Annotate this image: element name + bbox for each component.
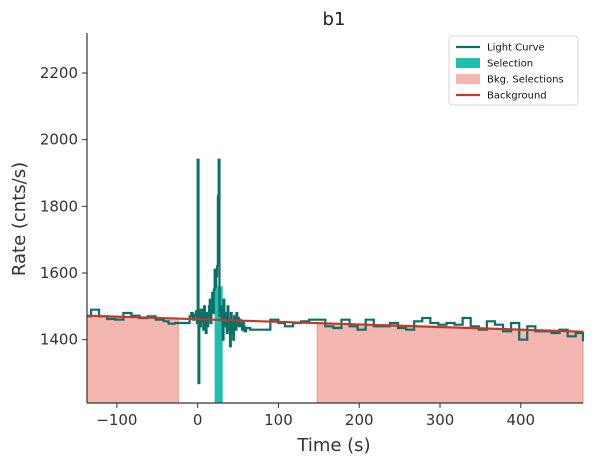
legend-frame bbox=[448, 35, 579, 106]
plot-area bbox=[86, 158, 585, 404]
x-tick-label: 100 bbox=[264, 411, 293, 429]
legend-label-1: Light Curve bbox=[487, 43, 545, 54]
x-tick-label: 300 bbox=[426, 411, 455, 429]
y-axis-title: Rate (cnts/s) bbox=[9, 162, 30, 276]
background-line bbox=[86, 314, 584, 333]
y-tick-label: 1800 bbox=[40, 197, 78, 215]
y-tick-label: 2000 bbox=[40, 131, 78, 149]
y-tick-label: 1600 bbox=[40, 264, 78, 282]
x-axis-title: Time (s) bbox=[296, 435, 370, 456]
chart-title: b1 bbox=[323, 9, 346, 30]
legend-label-4: Background bbox=[487, 91, 547, 102]
bkg-selection-2 bbox=[316, 322, 584, 404]
x-tick-label: 0 bbox=[193, 411, 203, 429]
light-curve-line bbox=[87, 158, 585, 385]
y-tick-label: 1400 bbox=[40, 331, 78, 349]
legend: Light Curve Selection Bkg. Selections Backg… bbox=[448, 35, 579, 106]
legend-label-2: Selection bbox=[487, 59, 533, 70]
x-tick-label: 400 bbox=[506, 411, 535, 429]
x-tick-label: −100 bbox=[96, 411, 137, 429]
legend-label-3: Bkg. Selections bbox=[487, 75, 564, 86]
selection-region bbox=[214, 286, 223, 403]
y-axis-ticks: 1400 1600 1800 2000 2200 bbox=[40, 64, 87, 349]
y-tick-label: 2200 bbox=[40, 64, 78, 82]
bkg-selection-1 bbox=[86, 315, 179, 404]
legend-swatch-2 bbox=[456, 58, 480, 68]
x-axis-ticks: −100 0 100 200 300 400 bbox=[96, 403, 535, 429]
legend-swatch-3 bbox=[456, 74, 480, 84]
x-tick-label: 200 bbox=[345, 411, 374, 429]
